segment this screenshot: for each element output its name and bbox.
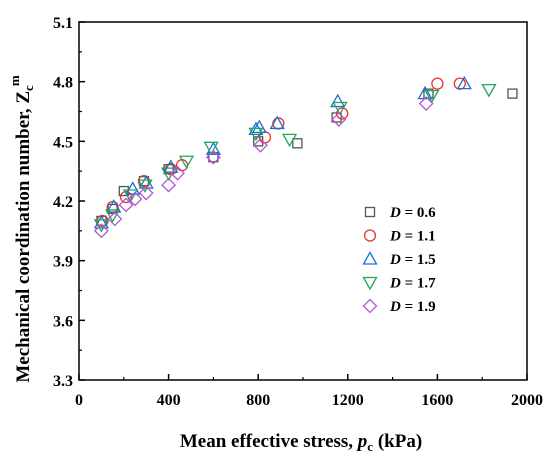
data-point xyxy=(205,149,221,165)
data-point xyxy=(93,215,110,229)
x-axis-title-symbol: p xyxy=(356,431,368,452)
data-point xyxy=(175,159,189,172)
data-point xyxy=(507,88,518,99)
x-axis-title-sub: c xyxy=(367,439,373,454)
x-axis-ticks: 0 400 800 1200 1600 2000 xyxy=(75,374,543,409)
x-tick-label: 400 xyxy=(157,392,181,409)
legend-item: D = 0.6 xyxy=(364,205,436,221)
data-point xyxy=(138,185,154,201)
data-markers xyxy=(93,75,518,239)
data-point xyxy=(253,137,268,153)
y-tick-label: 4.8 xyxy=(53,75,73,92)
x-tick-label: 1600 xyxy=(421,392,453,409)
legend-value: = 1.5 xyxy=(401,252,436,268)
x-axis-title: Mean effective stress, pc (kPa) xyxy=(180,431,422,454)
legend: D = 0.6D = 1.1D = 1.5D = 1.7D = 1.9 xyxy=(362,205,436,315)
series-1 xyxy=(96,88,518,227)
data-point xyxy=(269,115,285,130)
y-axis-ticks: 3.3 3.6 3.9 4.2 4.5 4.8 5.1 xyxy=(53,15,85,390)
plot-frame xyxy=(78,21,528,381)
legend-variable: D xyxy=(389,252,401,268)
x-tick-label: 800 xyxy=(246,392,270,409)
y-tick-label: 3.6 xyxy=(53,313,73,330)
x-tick-label: 2000 xyxy=(511,392,543,409)
legend-marker xyxy=(363,229,377,242)
legend-value: = 1.9 xyxy=(401,299,436,315)
data-point xyxy=(122,189,139,203)
y-tick-label: 3.3 xyxy=(53,373,73,390)
data-point xyxy=(418,96,434,111)
data-point xyxy=(104,209,121,223)
legend-label: D = 0.6 xyxy=(389,205,436,221)
data-point xyxy=(332,101,348,116)
data-point xyxy=(456,75,472,90)
legend-label: D = 1.1 xyxy=(389,229,436,245)
legend-marker xyxy=(362,276,378,291)
legend-marker xyxy=(362,251,378,265)
y-axis-title-symbol: Z xyxy=(13,91,34,104)
y-tick-label: 3.9 xyxy=(53,254,73,271)
legend-value: = 1.1 xyxy=(401,229,436,245)
y-tick-label: 4.2 xyxy=(53,194,73,211)
data-point xyxy=(251,119,267,134)
data-point xyxy=(106,199,122,213)
data-point xyxy=(248,127,264,142)
x-tick-label: 0 xyxy=(75,392,83,409)
data-point xyxy=(163,159,179,173)
legend-value: = 0.6 xyxy=(401,205,436,221)
data-point xyxy=(205,141,222,155)
data-point xyxy=(107,211,123,227)
data-point xyxy=(118,197,134,213)
data-point xyxy=(127,191,143,207)
legend-marker xyxy=(364,206,376,218)
legend-item: D = 1.9 xyxy=(362,298,436,315)
series-5 xyxy=(93,96,434,239)
y-axis-title-sub: c xyxy=(21,85,36,91)
legend-variable: D xyxy=(389,299,401,315)
y-tick-label: 4.5 xyxy=(53,134,73,151)
legend-variable: D xyxy=(389,229,401,245)
data-point xyxy=(292,138,303,149)
legend-label: D = 1.5 xyxy=(389,252,436,268)
data-point xyxy=(119,190,133,204)
data-point xyxy=(336,107,349,120)
data-point xyxy=(331,112,347,127)
legend-item: D = 1.7 xyxy=(362,276,436,292)
legend-item: D = 1.1 xyxy=(363,229,436,245)
legend-value: = 1.7 xyxy=(401,276,436,292)
y-tick-label: 5.1 xyxy=(53,15,73,32)
y-axis-title-main: Mechanical coordination number, xyxy=(13,104,34,383)
legend-variable: D xyxy=(389,205,401,221)
data-point xyxy=(138,175,154,189)
y-axis-title-sup: m xyxy=(7,75,22,86)
legend-label: D = 1.7 xyxy=(389,276,436,292)
y-axis-title: Mechanical coordination number, Zcm xyxy=(7,75,36,383)
data-point xyxy=(208,152,219,163)
x-axis-title-unit: (kPa) xyxy=(373,431,422,452)
legend-label: D = 1.9 xyxy=(389,299,436,315)
data-point xyxy=(93,223,109,239)
data-point xyxy=(481,83,497,98)
data-point xyxy=(170,165,185,181)
series-4 xyxy=(93,83,497,233)
legend-item: D = 1.5 xyxy=(362,251,436,268)
data-point xyxy=(137,179,153,193)
x-axis-title-main: Mean effective stress, xyxy=(180,431,358,452)
legend-marker xyxy=(362,298,378,314)
data-point xyxy=(161,177,177,193)
legend-variable: D xyxy=(389,276,401,292)
data-point xyxy=(178,155,195,170)
data-point xyxy=(330,93,346,108)
data-point xyxy=(203,141,219,156)
data-point xyxy=(93,219,110,233)
data-point xyxy=(431,77,444,90)
data-point xyxy=(281,133,298,148)
data-point xyxy=(453,77,466,90)
plot-area xyxy=(78,21,528,381)
data-point xyxy=(424,89,440,104)
x-tick-label: 1200 xyxy=(332,392,364,409)
